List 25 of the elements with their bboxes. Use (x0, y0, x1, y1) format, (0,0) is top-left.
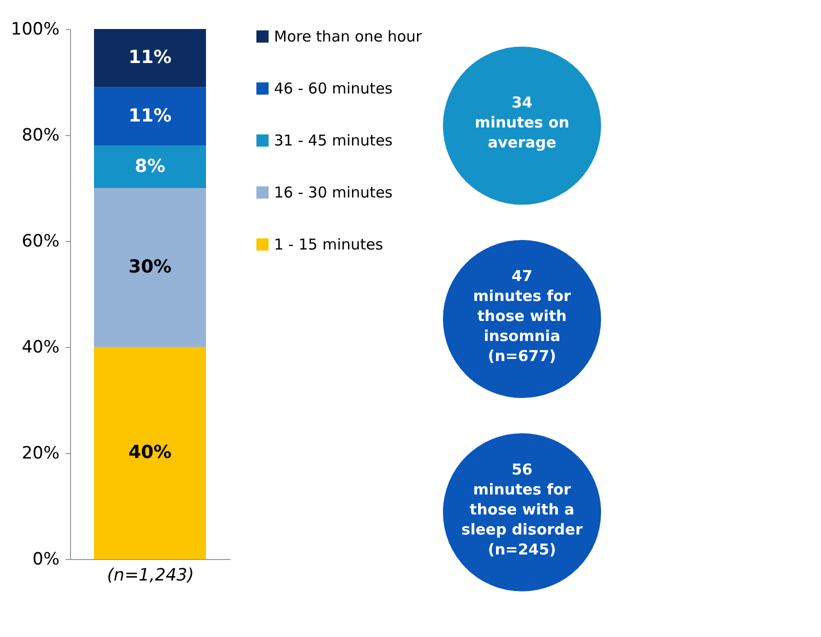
y-tick-label: 40% (22, 338, 60, 358)
bar (94, 146, 206, 188)
text: 47 minutes for those with insomnia (n=677) (473, 267, 572, 365)
bar (94, 188, 206, 347)
bar (94, 347, 206, 559)
data-label: 40% (128, 442, 172, 463)
y-tick-label: 20% (22, 444, 60, 464)
legend-label: 1 - 15 minutes (274, 236, 384, 254)
data-label: 11% (128, 47, 172, 68)
text: 34 minutes on average (474, 94, 570, 152)
legend-label: 31 - 45 minutes (274, 132, 393, 150)
y-tick-label: 100% (10, 20, 60, 40)
legend-label: More than one hour (274, 28, 423, 46)
text: 56 minutes for those with a sleep disorder (n=245) (461, 460, 584, 558)
y-tick-label: 80% (22, 126, 60, 146)
bar (94, 87, 206, 146)
y-tick-label: 60% (22, 232, 60, 252)
y-tick-label: 0% (32, 550, 60, 570)
x-tick-label: (n=1,243) (107, 566, 194, 586)
legend-label: 16 - 30 minutes (274, 184, 393, 202)
data-label: 8% (134, 156, 166, 177)
legend-label: 46 - 60 minutes (274, 80, 393, 98)
data-label: 30% (128, 256, 172, 278)
data-label: 11% (128, 105, 172, 126)
bar (94, 29, 206, 88)
